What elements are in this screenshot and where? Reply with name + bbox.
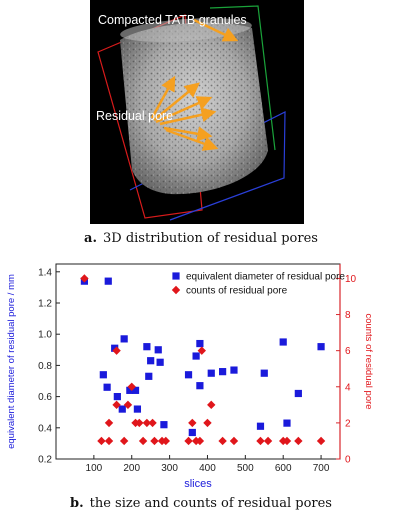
count-point [188,418,197,428]
diameter-point [192,352,200,360]
caption-a-text: 3D distribution of residual pores [103,231,318,246]
y-right-tick-label: 4 [345,382,351,393]
y-left-tick-label: 0.2 [38,455,52,466]
scatter-chart: 100 200 300 400 500 600 7000.20.40.60.81.01.21… [6,263,374,490]
count-point [282,436,292,446]
count-point [256,436,265,446]
diameter-point [156,358,164,366]
caption-b-letter: b. [70,496,84,511]
diameter-point [230,366,238,374]
label-pore: Residual pore [96,109,173,123]
x-tick-label: 400 [199,463,216,474]
diameter-point [111,344,119,352]
y-left-tick-label: 0.8 [38,361,52,372]
diameter-point [131,386,140,394]
legend-label-counts: counts of residual pore [186,286,288,297]
count-point [207,400,216,410]
count-point [104,436,114,446]
label-granules: Compacted TATB granules [98,13,247,27]
x-tick-label: 500 [237,463,254,474]
count-point [112,400,121,410]
legend-marker-diameter [172,272,180,280]
diameter-point [104,277,112,285]
y-axis-label-left: equivalent diameter of residual pore / m… [6,274,17,449]
caption-b-text: the size and counts of residual pores [89,496,332,511]
count-point [294,436,303,446]
diameter-point [260,369,268,377]
bounding-box-green [209,5,276,151]
diameter-point [294,389,302,398]
y-right-tick-label: 10 [345,274,357,285]
y-right-tick-label: 8 [345,310,351,321]
diameter-point [283,419,291,427]
diameter-point [118,405,126,413]
diameter-point [256,422,265,430]
diameter-point [184,371,193,379]
count-point [197,346,206,355]
legend-label-diameter: equivalent diameter of residual pore [186,272,345,283]
diameter-point [219,368,227,376]
caption-b: b. the size and counts of residual pores [0,496,402,511]
count-point [148,418,157,428]
caption-a: a. 3D distribution of residual pores [0,231,402,246]
count-point [161,436,171,446]
diameter-point [196,339,204,348]
diameter-point [317,343,325,351]
y-right-tick-label: 2 [345,418,351,429]
count-point [150,436,159,446]
count-point [229,436,239,446]
count-point [80,274,89,283]
diameter-point [279,338,287,346]
y-axis-label-right: counts of residual pore [363,313,374,409]
diameter-point [188,428,196,437]
diameter-point [207,369,215,377]
diameter-point [145,372,153,380]
y-left-tick-label: 0.4 [38,423,52,434]
x-tick-label: 600 [275,463,292,474]
legend-marker-counts [171,285,181,295]
count-point [138,436,148,446]
figure-3d-pores: Compacted TATB granules Residual pore [90,0,304,224]
x-tick-label: 300 [161,463,178,474]
y-left-tick-label: 1.4 [38,267,52,278]
diameter-point [120,335,128,343]
y-left-tick-label: 1.0 [38,330,52,341]
diameter-point [126,386,134,394]
x-tick-label: 700 [313,463,330,474]
x-tick-label: 200 [123,463,140,474]
count-point [97,436,106,446]
count-point [119,436,129,446]
diameter-point [133,405,142,413]
diameter-point [113,393,121,401]
diameter-point [196,382,204,390]
count-point [112,346,121,355]
count-point [218,436,227,446]
count-point [104,418,114,428]
count-point [203,418,212,428]
count-point [123,400,133,410]
count-point [263,436,273,446]
diameter-point [147,357,155,365]
x-tick-label: 100 [86,463,103,474]
count-point [195,436,205,446]
y-left-tick-label: 1.2 [38,299,52,310]
caption-a-letter: a. [84,231,97,246]
diameter-point [99,371,107,379]
y-left-tick-label: 0.6 [38,392,52,403]
count-point [316,436,326,446]
x-axis-label: slices [184,478,212,490]
pore-arrows [150,18,239,151]
diameter-point [143,343,151,351]
diameter-point [160,421,168,429]
granule-cylinder [120,18,268,195]
y-right-tick-label: 6 [345,346,351,357]
y-right-tick-label: 0 [345,455,351,466]
diameter-point [154,346,162,354]
diameter-point [103,383,111,391]
count-point [184,436,193,446]
count-point [127,382,136,391]
